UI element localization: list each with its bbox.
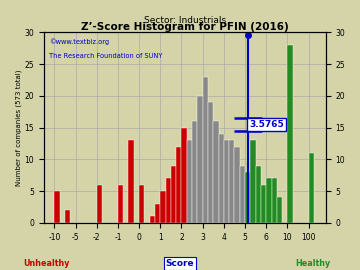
Bar <box>245 172 250 223</box>
Bar <box>181 127 187 223</box>
Bar <box>261 185 266 223</box>
Bar <box>171 166 176 223</box>
Bar <box>250 140 256 223</box>
Title: Z’-Score Histogram for PFIN (2016): Z’-Score Histogram for PFIN (2016) <box>81 22 288 32</box>
Text: Sector: Industrials: Sector: Industrials <box>144 16 226 25</box>
Bar <box>224 140 229 223</box>
Bar <box>203 77 208 223</box>
Text: ©www.textbiz.org: ©www.textbiz.org <box>49 38 109 45</box>
Text: Unhealthy: Unhealthy <box>23 259 70 268</box>
Text: Healthy: Healthy <box>296 259 331 268</box>
Y-axis label: Number of companies (573 total): Number of companies (573 total) <box>15 69 22 186</box>
Bar <box>271 178 277 223</box>
Bar <box>234 147 240 223</box>
Bar <box>118 185 123 223</box>
Text: 3.5765: 3.5765 <box>249 120 284 129</box>
Bar <box>229 140 234 223</box>
Bar <box>166 178 171 223</box>
Bar <box>160 191 166 223</box>
Bar <box>176 147 181 223</box>
Bar <box>240 166 245 223</box>
Bar <box>150 217 155 223</box>
Bar <box>65 210 70 223</box>
Bar <box>277 197 282 223</box>
Bar <box>213 121 219 223</box>
Bar <box>219 134 224 223</box>
Text: Score: Score <box>166 259 194 268</box>
Bar <box>197 96 203 223</box>
Bar <box>139 185 144 223</box>
Bar <box>309 153 314 223</box>
Bar <box>97 185 102 223</box>
Bar <box>192 121 197 223</box>
Bar <box>266 178 271 223</box>
Bar <box>187 140 192 223</box>
Bar <box>256 166 261 223</box>
Bar <box>155 204 160 223</box>
Bar <box>287 45 293 223</box>
Bar <box>54 191 60 223</box>
Bar <box>208 102 213 223</box>
Bar <box>129 140 134 223</box>
Text: The Research Foundation of SUNY: The Research Foundation of SUNY <box>49 53 163 59</box>
